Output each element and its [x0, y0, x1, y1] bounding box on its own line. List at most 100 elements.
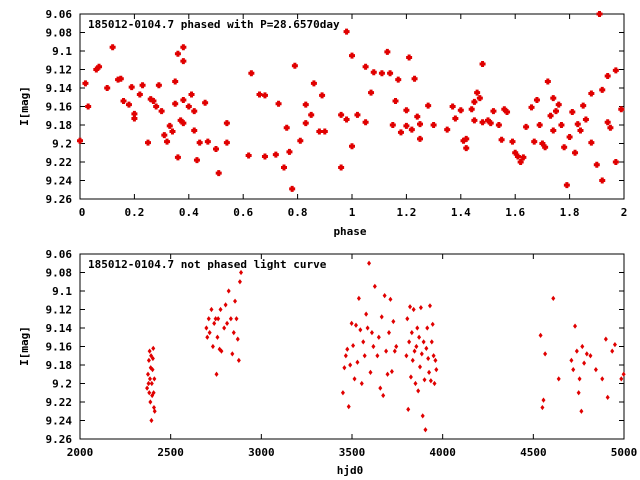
- phased-data-point: [261, 92, 268, 99]
- not-phased-data-point: [146, 357, 151, 363]
- not-phased-data-point: [210, 343, 215, 350]
- not-phased-data-point: [375, 353, 380, 359]
- phased-data-point: [310, 80, 317, 87]
- not-phased-data-point: [237, 279, 242, 285]
- not-phased-data-point: [394, 343, 399, 350]
- phased-data-point: [572, 149, 579, 156]
- phased-data-point: [528, 104, 535, 111]
- not-phased-data-point: [404, 353, 409, 359]
- not-phased-data-point: [342, 365, 347, 371]
- phased-data-point: [566, 134, 573, 141]
- not-phased-data-point: [349, 320, 354, 326]
- not-phased-y-tick-label: 9.2: [52, 378, 72, 391]
- not-phased-data-point: [584, 351, 589, 357]
- phased-data-point: [479, 119, 486, 126]
- not-phased-data-point: [430, 321, 435, 327]
- phased-data-point: [96, 63, 103, 70]
- not-phased-data-point: [610, 348, 615, 354]
- not-phased-data-point: [612, 342, 617, 348]
- phased-data-point: [536, 122, 543, 128]
- not-phased-data-point: [216, 316, 221, 322]
- phased-data-point: [574, 121, 581, 128]
- phased-data-point: [188, 91, 195, 98]
- not-phased-data-point: [416, 388, 421, 394]
- phased-data-point: [558, 122, 565, 128]
- phased-data-point: [174, 50, 181, 57]
- not-phased-chart-title: 185012-0104.7 not phased light curve: [88, 258, 327, 271]
- not-phased-data-point: [225, 320, 230, 326]
- not-phased-data-point: [415, 325, 420, 331]
- not-phased-data-point: [381, 392, 386, 399]
- not-phased-data-point: [427, 369, 432, 375]
- not-phased-data-point: [418, 364, 422, 370]
- not-phased-data-point: [540, 404, 545, 411]
- phased-data-point: [128, 84, 135, 91]
- not-phased-data-point: [148, 399, 153, 405]
- phased-data-point: [362, 119, 369, 126]
- phased-y-tick-label: 9.14: [46, 82, 73, 95]
- phased-y-axis: 9.06 9.08 9.1 9.12 9.14 9.16 9.18 9.2 9.22 9.24 9.…: [46, 8, 624, 206]
- not-phased-x-tick-label: 3500: [339, 446, 366, 459]
- phased-x-tick-label: 1.8: [560, 206, 580, 219]
- not-phased-data-point: [379, 314, 384, 320]
- not-phased-data-point: [413, 380, 418, 387]
- phased-chart-title: 185012-0104.7 phased with P=28.6570day: [88, 18, 340, 31]
- not-phased-data-point: [593, 367, 598, 373]
- not-phased-data-point: [433, 357, 438, 363]
- phased-data-point: [588, 139, 595, 146]
- phased-data-point: [479, 60, 486, 67]
- phased-data-point: [136, 91, 143, 98]
- not-phased-data-point: [152, 376, 157, 382]
- phased-x-tick-label: 1.4: [451, 206, 471, 219]
- not-phased-y-tick-label: 9.16: [46, 341, 73, 354]
- phased-data-point: [213, 146, 219, 153]
- not-phased-data-point: [576, 390, 581, 396]
- phased-y-tick-label: 9.1: [52, 45, 72, 58]
- phased-data-point: [414, 113, 421, 120]
- phased-data-point: [185, 103, 192, 110]
- phased-data-point: [387, 70, 394, 77]
- phased-y-tick-label: 9.2: [52, 138, 72, 151]
- phased-data-point: [569, 109, 576, 116]
- phased-data-point: [161, 132, 168, 139]
- phased-data-point: [316, 128, 323, 135]
- phased-data-point: [523, 123, 530, 130]
- phased-x-tick-label: 0.6: [233, 206, 253, 219]
- phased-data-point: [180, 44, 187, 51]
- not-phased-data-point: [235, 336, 240, 342]
- phased-data-point: [302, 101, 309, 108]
- not-phased-data-point: [412, 348, 417, 354]
- not-phased-x-tick-label: 2500: [157, 446, 184, 459]
- phased-data-point: [125, 101, 132, 108]
- phased-data-point: [417, 135, 423, 142]
- phased-y-tick-label: 9.18: [46, 119, 73, 132]
- phased-data-point: [261, 153, 268, 160]
- not-phased-data-point: [149, 380, 154, 387]
- not-phased-data-point: [409, 330, 414, 336]
- not-phased-data-point: [345, 346, 350, 352]
- phased-data-point: [275, 100, 282, 107]
- phased-data-point: [248, 70, 255, 77]
- not-phased-data-point: [356, 295, 361, 301]
- not-phased-data-point: [385, 371, 390, 377]
- not-phased-data-point: [217, 346, 222, 352]
- not-phased-data-point: [228, 316, 233, 322]
- phased-data-point: [618, 106, 625, 113]
- phased-data-point: [397, 129, 404, 136]
- not-phased-data-point: [388, 296, 393, 302]
- not-phased-data-point: [577, 376, 582, 382]
- not-phased-data-point: [408, 374, 413, 380]
- phased-data-point: [289, 185, 296, 192]
- not-phased-data-point: [372, 283, 377, 289]
- phased-data-point: [463, 135, 470, 142]
- phased-data-point: [191, 108, 198, 115]
- not-phased-data-point: [213, 316, 218, 322]
- phased-data-point: [449, 103, 456, 110]
- not-phased-data-point: [541, 397, 546, 403]
- phased-x-tick-label: 1.2: [396, 206, 416, 219]
- not-phased-data-point: [219, 348, 224, 354]
- phased-x-tick-label: 0.8: [288, 206, 308, 219]
- not-phased-data-point: [146, 380, 151, 387]
- phased-data-point: [542, 144, 549, 151]
- not-phased-data-point: [411, 306, 416, 313]
